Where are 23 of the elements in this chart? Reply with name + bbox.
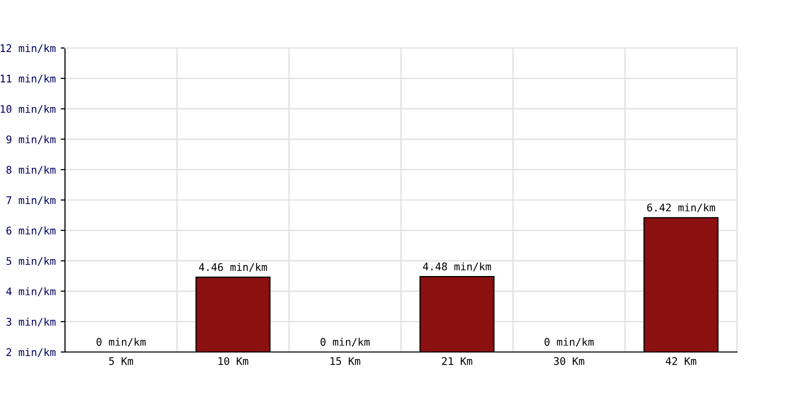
y-tick-label: 2 min/km xyxy=(6,348,56,357)
y-tick-label: 9 min/km xyxy=(6,135,56,144)
y-tick-label: 5 min/km xyxy=(6,256,56,266)
data-label: 4.46 min/km xyxy=(199,262,267,272)
x-tick-label: 15 Km xyxy=(330,357,360,365)
x-tick-label: 10 Km xyxy=(218,357,248,365)
x-tick-label: 42 Km xyxy=(666,357,696,365)
x-tick-label: 30 Km xyxy=(554,357,584,365)
y-tick-label: 12 min/km xyxy=(0,44,56,53)
y-tick-label: 4 min/km xyxy=(6,287,56,296)
text: 0 min/km xyxy=(544,338,594,347)
y-tick-label: 8 min/km xyxy=(6,166,56,175)
y-tick-label: 7 min/km xyxy=(6,196,56,205)
y-tick-label: 10 min/km xyxy=(0,104,56,114)
y-tick-label: 3 min/km xyxy=(6,318,56,327)
y-tick-label: 11 min/km xyxy=(0,74,56,84)
text: 0 min/km xyxy=(96,338,146,347)
x-tick-label: 21 Km xyxy=(442,357,472,365)
data-label: 6.42 min/km xyxy=(647,203,715,212)
text: 0 min/km xyxy=(320,338,370,347)
y-tick-label: 6 min/km xyxy=(6,226,56,236)
x-tick-label: 5 Km xyxy=(109,357,134,365)
data-label: 4.48 min/km xyxy=(423,262,491,272)
